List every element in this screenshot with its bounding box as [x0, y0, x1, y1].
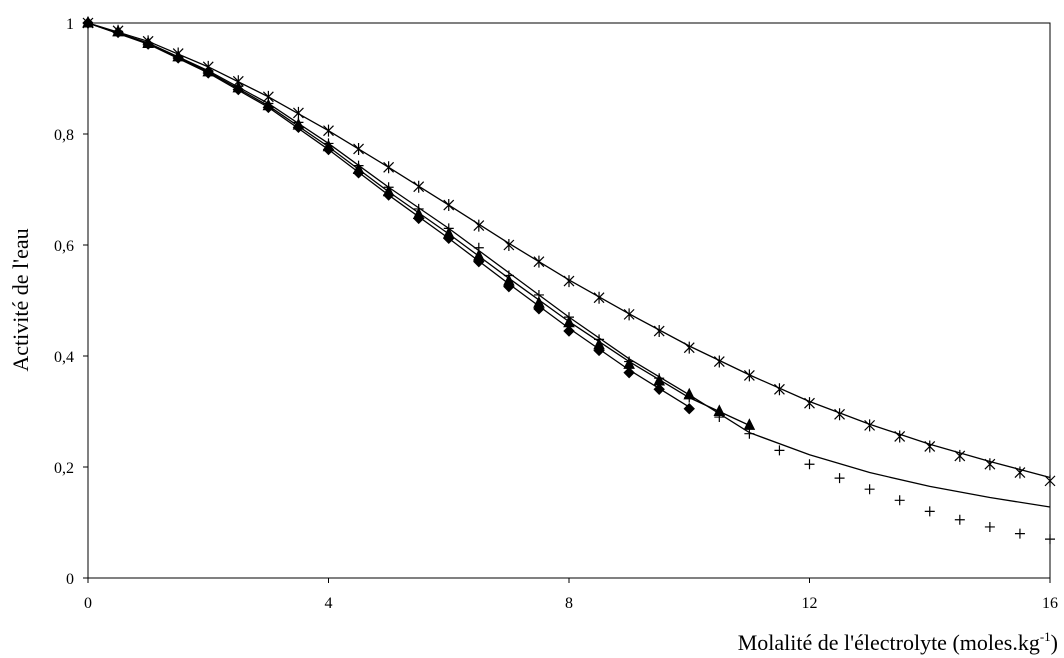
x-label-sup: -1: [1040, 629, 1051, 644]
point-asterisk: [894, 430, 906, 443]
fit-line: [87, 22, 690, 408]
x-label-text: Molalité de l'électrolyte (moles.kg: [738, 630, 1040, 655]
fit-line: [87, 22, 1051, 479]
point-asterisk: [924, 440, 936, 453]
y-tick-label: 0,4: [54, 349, 74, 366]
point-asterisk: [293, 106, 304, 119]
x-label-end: ): [1051, 630, 1058, 655]
y-tick-label: 0: [66, 571, 74, 588]
fit-line: [87, 22, 750, 426]
y-tick-label: 1: [66, 16, 74, 33]
point-plus: [984, 521, 995, 532]
x-tick-label: 4: [325, 595, 333, 612]
point-plus: [894, 495, 905, 506]
plot-frame: [87, 22, 1051, 579]
x-tick-label: 16: [1042, 595, 1058, 612]
point-plus: [1045, 534, 1055, 545]
y-tick-label: 0,6: [54, 238, 74, 255]
point-asterisk: [864, 419, 876, 432]
point-plus: [864, 484, 875, 495]
x-tick-label: 12: [802, 595, 818, 612]
point-plus: [1014, 528, 1025, 539]
x-tick-label: 0: [84, 595, 92, 612]
point-asterisk: [774, 383, 785, 396]
y-axis-label: Activité de l'eau: [8, 228, 33, 371]
point-asterisk: [653, 325, 665, 338]
point-asterisk: [593, 291, 605, 304]
x-axis-label: Molalité de l'électrolyte (moles.kg-1): [738, 629, 1058, 655]
y-tick-label: 0,2: [54, 460, 74, 477]
point-plus: [804, 459, 815, 470]
point-diamond: [563, 325, 575, 337]
y-tick-label: 0,8: [54, 127, 74, 144]
point-plus: [834, 473, 845, 484]
point-plus: [954, 514, 965, 525]
fit-line: [87, 22, 1051, 508]
x-tick-label: 8: [565, 595, 573, 612]
point-plus: [924, 506, 935, 517]
point-plus: [774, 445, 785, 456]
point-diamond: [623, 366, 635, 379]
point-asterisk: [563, 275, 575, 288]
